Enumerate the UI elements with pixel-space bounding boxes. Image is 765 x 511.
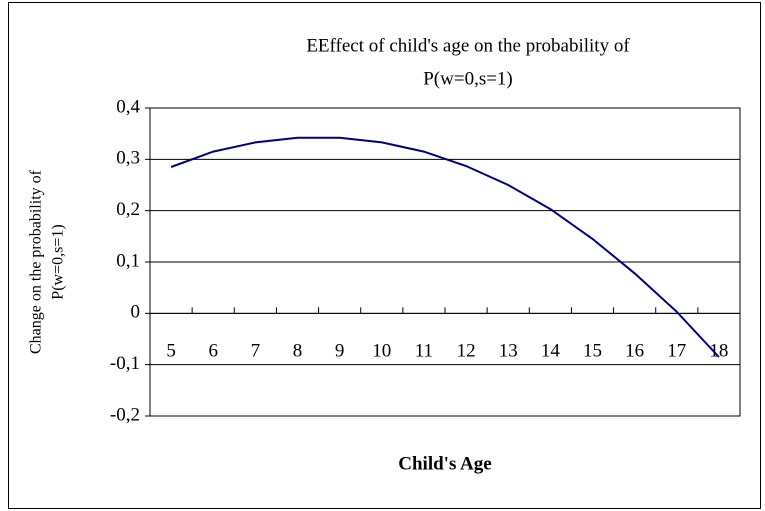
x-tick-label: 7 <box>251 341 261 362</box>
y-tick-label: -0,1 <box>110 353 140 374</box>
x-tick-label: 16 <box>625 341 644 362</box>
x-tick-label: 6 <box>208 341 218 362</box>
x-tick-label: 11 <box>415 341 433 362</box>
y-tick-label: 0 <box>131 302 141 323</box>
x-tick-label: 8 <box>293 341 303 362</box>
chart-title: EEffect of child's age on the probabilit… <box>306 35 630 56</box>
y-axis-label: P(w=0,s=1) <box>50 224 67 299</box>
x-tick-label: 14 <box>541 341 561 362</box>
y-tick-label: 0,1 <box>116 250 140 271</box>
y-tick-label: 0,2 <box>116 199 140 220</box>
x-tick-label: 13 <box>499 341 518 362</box>
y-tick-label: 0,4 <box>116 96 140 117</box>
y-tick-label: 0,3 <box>116 148 140 169</box>
line-series <box>170 136 720 358</box>
x-tick-label: 10 <box>372 341 391 362</box>
x-tick-label: 17 <box>667 341 686 362</box>
y-axis-label: Change on the probability of <box>28 169 45 354</box>
x-tick-label: 18 <box>709 341 728 362</box>
y-tick-label: -0,2 <box>110 404 140 425</box>
x-tick-label: 5 <box>166 341 176 362</box>
chart-title: P(w=0,s=1) <box>423 68 513 89</box>
x-tick-label: 15 <box>583 341 602 362</box>
x-tick-label: 12 <box>457 341 476 362</box>
x-tick-label: 9 <box>335 341 345 362</box>
x-axis-label: Child's Age <box>398 453 491 474</box>
